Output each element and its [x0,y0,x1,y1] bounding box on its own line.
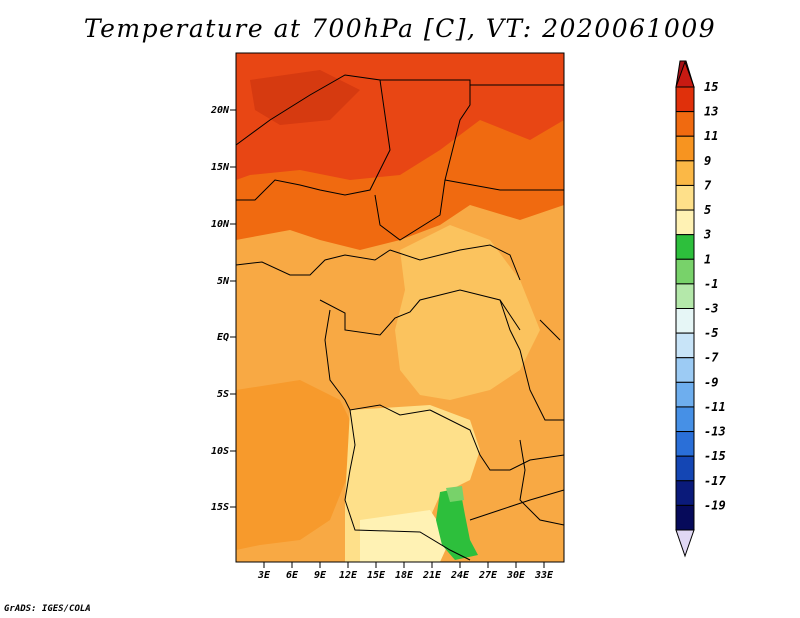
colorbar-cell [675,258,695,285]
lon-label: 9E [314,570,327,581]
colorbar-label: -15 [704,449,726,463]
colorbar-cell [675,357,695,383]
colorbar-label: -13 [704,425,726,439]
colorbar-label: 15 [704,80,718,94]
colorbar: 15 13 11 9 7 5 3 1 -1 -3 -5 -7 -9 -11 -13 -15 -17 -19 [675,60,726,558]
lon-label: 21E [422,570,442,581]
latitude-axis: 20N 15N 10N 5N EQ 5S 10S 15S [210,105,236,513]
colorbar-label: -11 [704,400,726,414]
colorbar-cell [675,504,695,531]
colorbar-label: 13 [704,105,718,119]
colorbar-label: 3 [703,228,711,242]
lon-label: 18E [395,570,414,581]
lon-label: 15E [367,570,386,581]
colorbar-cell [675,283,695,309]
colorbar-cell [675,480,695,506]
lat-label: 5S [217,389,229,400]
colorbar-cell [675,184,695,211]
colorbar-cell [675,209,695,236]
colorbar-label: 5 [704,203,711,217]
colorbar-cell [675,381,695,408]
chart-title: Temperature at 700hPa [C], VT: 202006100… [83,14,717,43]
colorbar-label: -1 [704,277,718,291]
software-credit: GrADS: IGES/COLA [4,604,91,614]
lon-label: 3E [257,570,271,581]
lon-label: 24E [450,570,470,581]
colorbar-label: 11 [704,129,718,143]
lon-label: 30E [506,570,526,581]
lat-label: 20N [210,105,230,116]
colorbar-cell [675,308,695,334]
colorbar-label: -9 [704,375,718,389]
colorbar-label: -17 [704,474,726,488]
colorbar-label: -7 [704,351,719,365]
lat-label: 5N [217,276,230,287]
colorbar-label: -19 [704,498,726,512]
lon-label: 12E [339,570,358,581]
colorbar-label: 1 [704,252,711,266]
longitude-axis: 3E 6E 9E 12E 15E 18E 21E 24E 27E 30E 33E [257,562,554,581]
lat-label: 10S [211,446,229,457]
colorbar-label: -5 [704,326,718,340]
colorbar-cell [675,332,695,359]
colorbar-cell [675,406,695,433]
colorbar-bottom-arrow [675,529,695,558]
colorbar-cell [675,234,695,260]
lat-label: 10N [211,219,230,230]
lat-label: 15N [211,162,230,173]
colorbar-cell [675,431,695,457]
temperature-field [236,53,564,562]
lat-label: 15S [211,502,229,513]
lon-label: 27E [478,570,498,581]
lat-label: EQ [217,332,229,343]
lon-label: 6E [286,570,299,581]
lon-label: 33E [534,570,554,581]
colorbar-label: 9 [704,154,711,168]
colorbar-cell [675,135,695,162]
colorbar-label: 7 [704,178,712,192]
colorbar-cell [675,160,695,186]
colorbar-cell [675,455,695,482]
country-borders [235,74,565,561]
colorbar-cell [675,111,695,137]
colorbar-cell [675,86,695,113]
colorbar-label: -3 [704,302,718,316]
map-frame [235,52,565,563]
